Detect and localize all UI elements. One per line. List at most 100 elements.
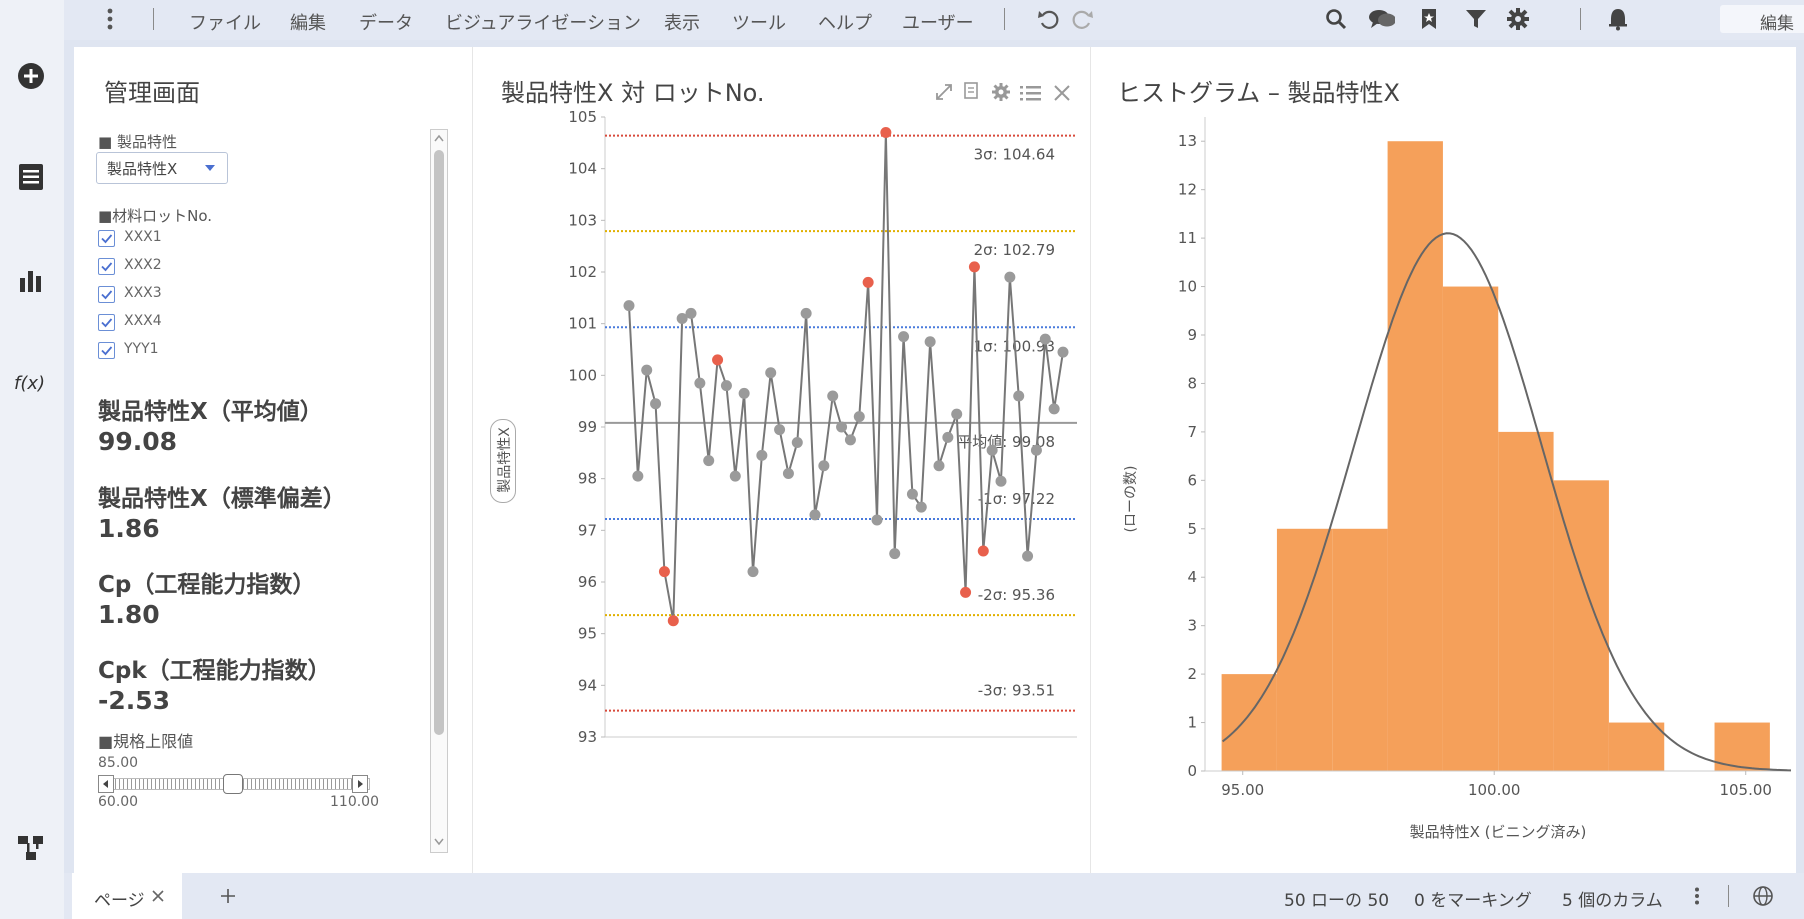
kpi-cp-value: 1.80 [98, 600, 160, 629]
y-tick-label: 100 [568, 366, 597, 384]
panel-scrollbar[interactable] [430, 129, 448, 853]
y-tick-label: 10 [1178, 278, 1197, 296]
out-of-control-point [667, 615, 679, 627]
x-axis-label: 製品特性X (ビニング済み) [1410, 823, 1587, 841]
out-of-control-point [880, 127, 892, 138]
menu-data[interactable]: データ [359, 13, 413, 34]
slider-left-button[interactable] [98, 775, 114, 793]
menu-edit[interactable]: 編集 [290, 13, 326, 34]
limit-label: 2σ: 102.79 [974, 241, 1055, 259]
row-count: 50 ローの 50 [1284, 891, 1390, 911]
y-tick-label: 101 [568, 315, 597, 333]
redo-icon[interactable] [1069, 5, 1097, 33]
lot-checkbox-xxx4[interactable] [98, 314, 115, 331]
y-tick-label: 11 [1178, 229, 1197, 247]
limit-label: -2σ: 95.36 [978, 586, 1055, 604]
kpi-cpk-value: -2.53 [98, 686, 171, 715]
menu-file[interactable]: ファイル [189, 13, 261, 34]
mode-select[interactable]: 編集 [1720, 5, 1804, 34]
kpi-std-label: 製品特性X（標準偏差） [98, 486, 346, 512]
kpi-cp-label: Cp（工程能力指数） [98, 572, 316, 598]
x-tick-label: 95.00 [1221, 781, 1264, 799]
data-table-icon[interactable] [14, 160, 48, 194]
scroll-up-icon[interactable] [434, 134, 444, 142]
data-point [951, 408, 963, 420]
undo-icon[interactable] [1034, 5, 1062, 33]
check-icon [101, 262, 113, 272]
lot-checkbox-xxx1[interactable] [98, 230, 115, 247]
globe-icon[interactable] [1752, 885, 1774, 907]
chart-settings-icon[interactable] [991, 82, 1011, 102]
data-point [650, 398, 662, 410]
property-dropdown[interactable]: 製品特性X [96, 152, 228, 184]
y-tick-label: 6 [1187, 471, 1197, 489]
more-vertical-icon[interactable] [96, 5, 124, 33]
data-point [782, 468, 794, 479]
notification-bell-icon[interactable] [1604, 5, 1632, 33]
y-tick-label: 99 [578, 418, 597, 436]
y-tick-label: 105 [568, 108, 597, 126]
menu-user[interactable]: ユーザー [902, 13, 974, 34]
settings-gear-icon[interactable] [1504, 5, 1532, 33]
menu-view[interactable]: 表示 [664, 13, 700, 34]
menu-help[interactable]: ヘルプ [818, 13, 872, 34]
slider-right-button[interactable] [352, 775, 368, 793]
details-icon[interactable] [963, 81, 981, 101]
more-vertical-icon[interactable] [1694, 887, 1700, 905]
lot-checkbox-xxx2[interactable] [98, 258, 115, 275]
data-point [791, 437, 803, 448]
property-dropdown-value: 製品特性X [107, 160, 178, 178]
control-panel: 管理画面 ■ 製品特性 製品特性X ■材料ロットNo. XXX1 XXX2 XX… [74, 47, 472, 873]
histogram-bar [1553, 480, 1609, 771]
lot-checkbox-xxx3[interactable] [98, 286, 115, 303]
scroll-thumb[interactable] [434, 150, 444, 735]
search-icon[interactable] [1322, 5, 1350, 33]
x-tick-label: 100.00 [1468, 781, 1521, 799]
expand-icon[interactable] [935, 83, 953, 101]
data-point [676, 313, 688, 324]
menu-tools[interactable]: ツール [732, 13, 786, 34]
list-icon[interactable] [1020, 85, 1042, 101]
svg-text:f(x): f(x) [14, 373, 45, 394]
data-point [827, 390, 839, 402]
data-point [844, 434, 856, 446]
y-tick-label: 94 [578, 676, 597, 694]
histogram-bar [1498, 431, 1554, 771]
property-label: ■ 製品特性 [98, 133, 177, 151]
data-point [924, 336, 936, 348]
comments-icon[interactable] [1367, 5, 1395, 33]
data-point [898, 331, 910, 343]
menu-visualization[interactable]: ビジュアライゼーション [445, 13, 642, 34]
scroll-down-icon[interactable] [434, 838, 444, 846]
panel-divider [472, 47, 473, 873]
function-icon[interactable]: f(x) [14, 366, 48, 400]
filter-icon[interactable] [1462, 5, 1490, 33]
data-flow-icon[interactable] [14, 831, 48, 865]
histogram-bar [1714, 722, 1770, 771]
lot-checkbox-label: YYY1 [124, 341, 159, 357]
close-tab-icon[interactable] [152, 890, 164, 902]
slider-thumb[interactable] [223, 774, 243, 794]
data-point [986, 444, 998, 456]
add-page-icon[interactable] [220, 888, 236, 904]
close-icon[interactable] [1053, 84, 1071, 102]
histogram-bar [1442, 286, 1499, 771]
data-point [720, 380, 732, 392]
upper-limit-slider[interactable] [98, 774, 370, 794]
visualization-icon[interactable] [14, 263, 48, 297]
data-point [1004, 271, 1016, 283]
mode-select-value: 編集 [1760, 14, 1794, 34]
lot-checkbox-yyy1[interactable] [98, 342, 115, 359]
out-of-control-point [658, 566, 670, 578]
lot-checkbox-label: XXX3 [124, 285, 162, 301]
y-axis-selector[interactable] [490, 419, 516, 503]
data-point [889, 548, 901, 560]
histogram-title: ヒストグラム – 製品特性X [1117, 79, 1400, 107]
add-icon[interactable] [14, 59, 48, 93]
tab-page[interactable]: ページ [72, 873, 182, 919]
y-tick-label: 9 [1187, 326, 1197, 344]
bookmark-icon[interactable] [1415, 5, 1443, 33]
normal-fit-curve [1221, 232, 1792, 772]
histogram-bar [1608, 722, 1665, 771]
